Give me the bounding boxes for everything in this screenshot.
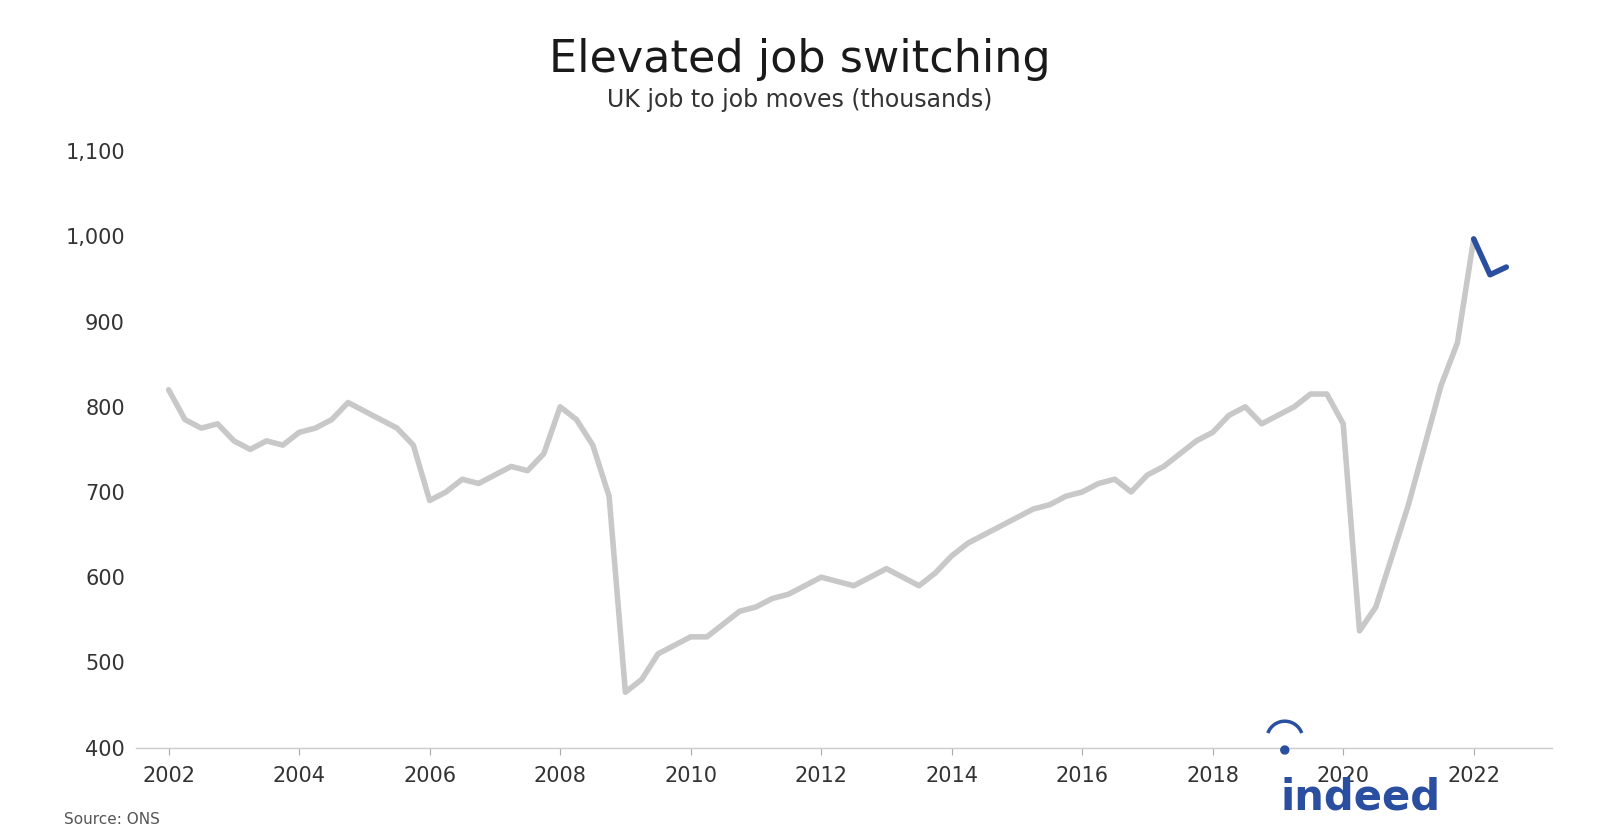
Text: UK job to job moves (thousands): UK job to job moves (thousands) [608, 88, 992, 113]
Circle shape [1282, 746, 1290, 754]
Text: indeed: indeed [1280, 777, 1440, 819]
Text: Source: ONS: Source: ONS [64, 812, 160, 827]
Text: Elevated job switching: Elevated job switching [549, 38, 1051, 81]
